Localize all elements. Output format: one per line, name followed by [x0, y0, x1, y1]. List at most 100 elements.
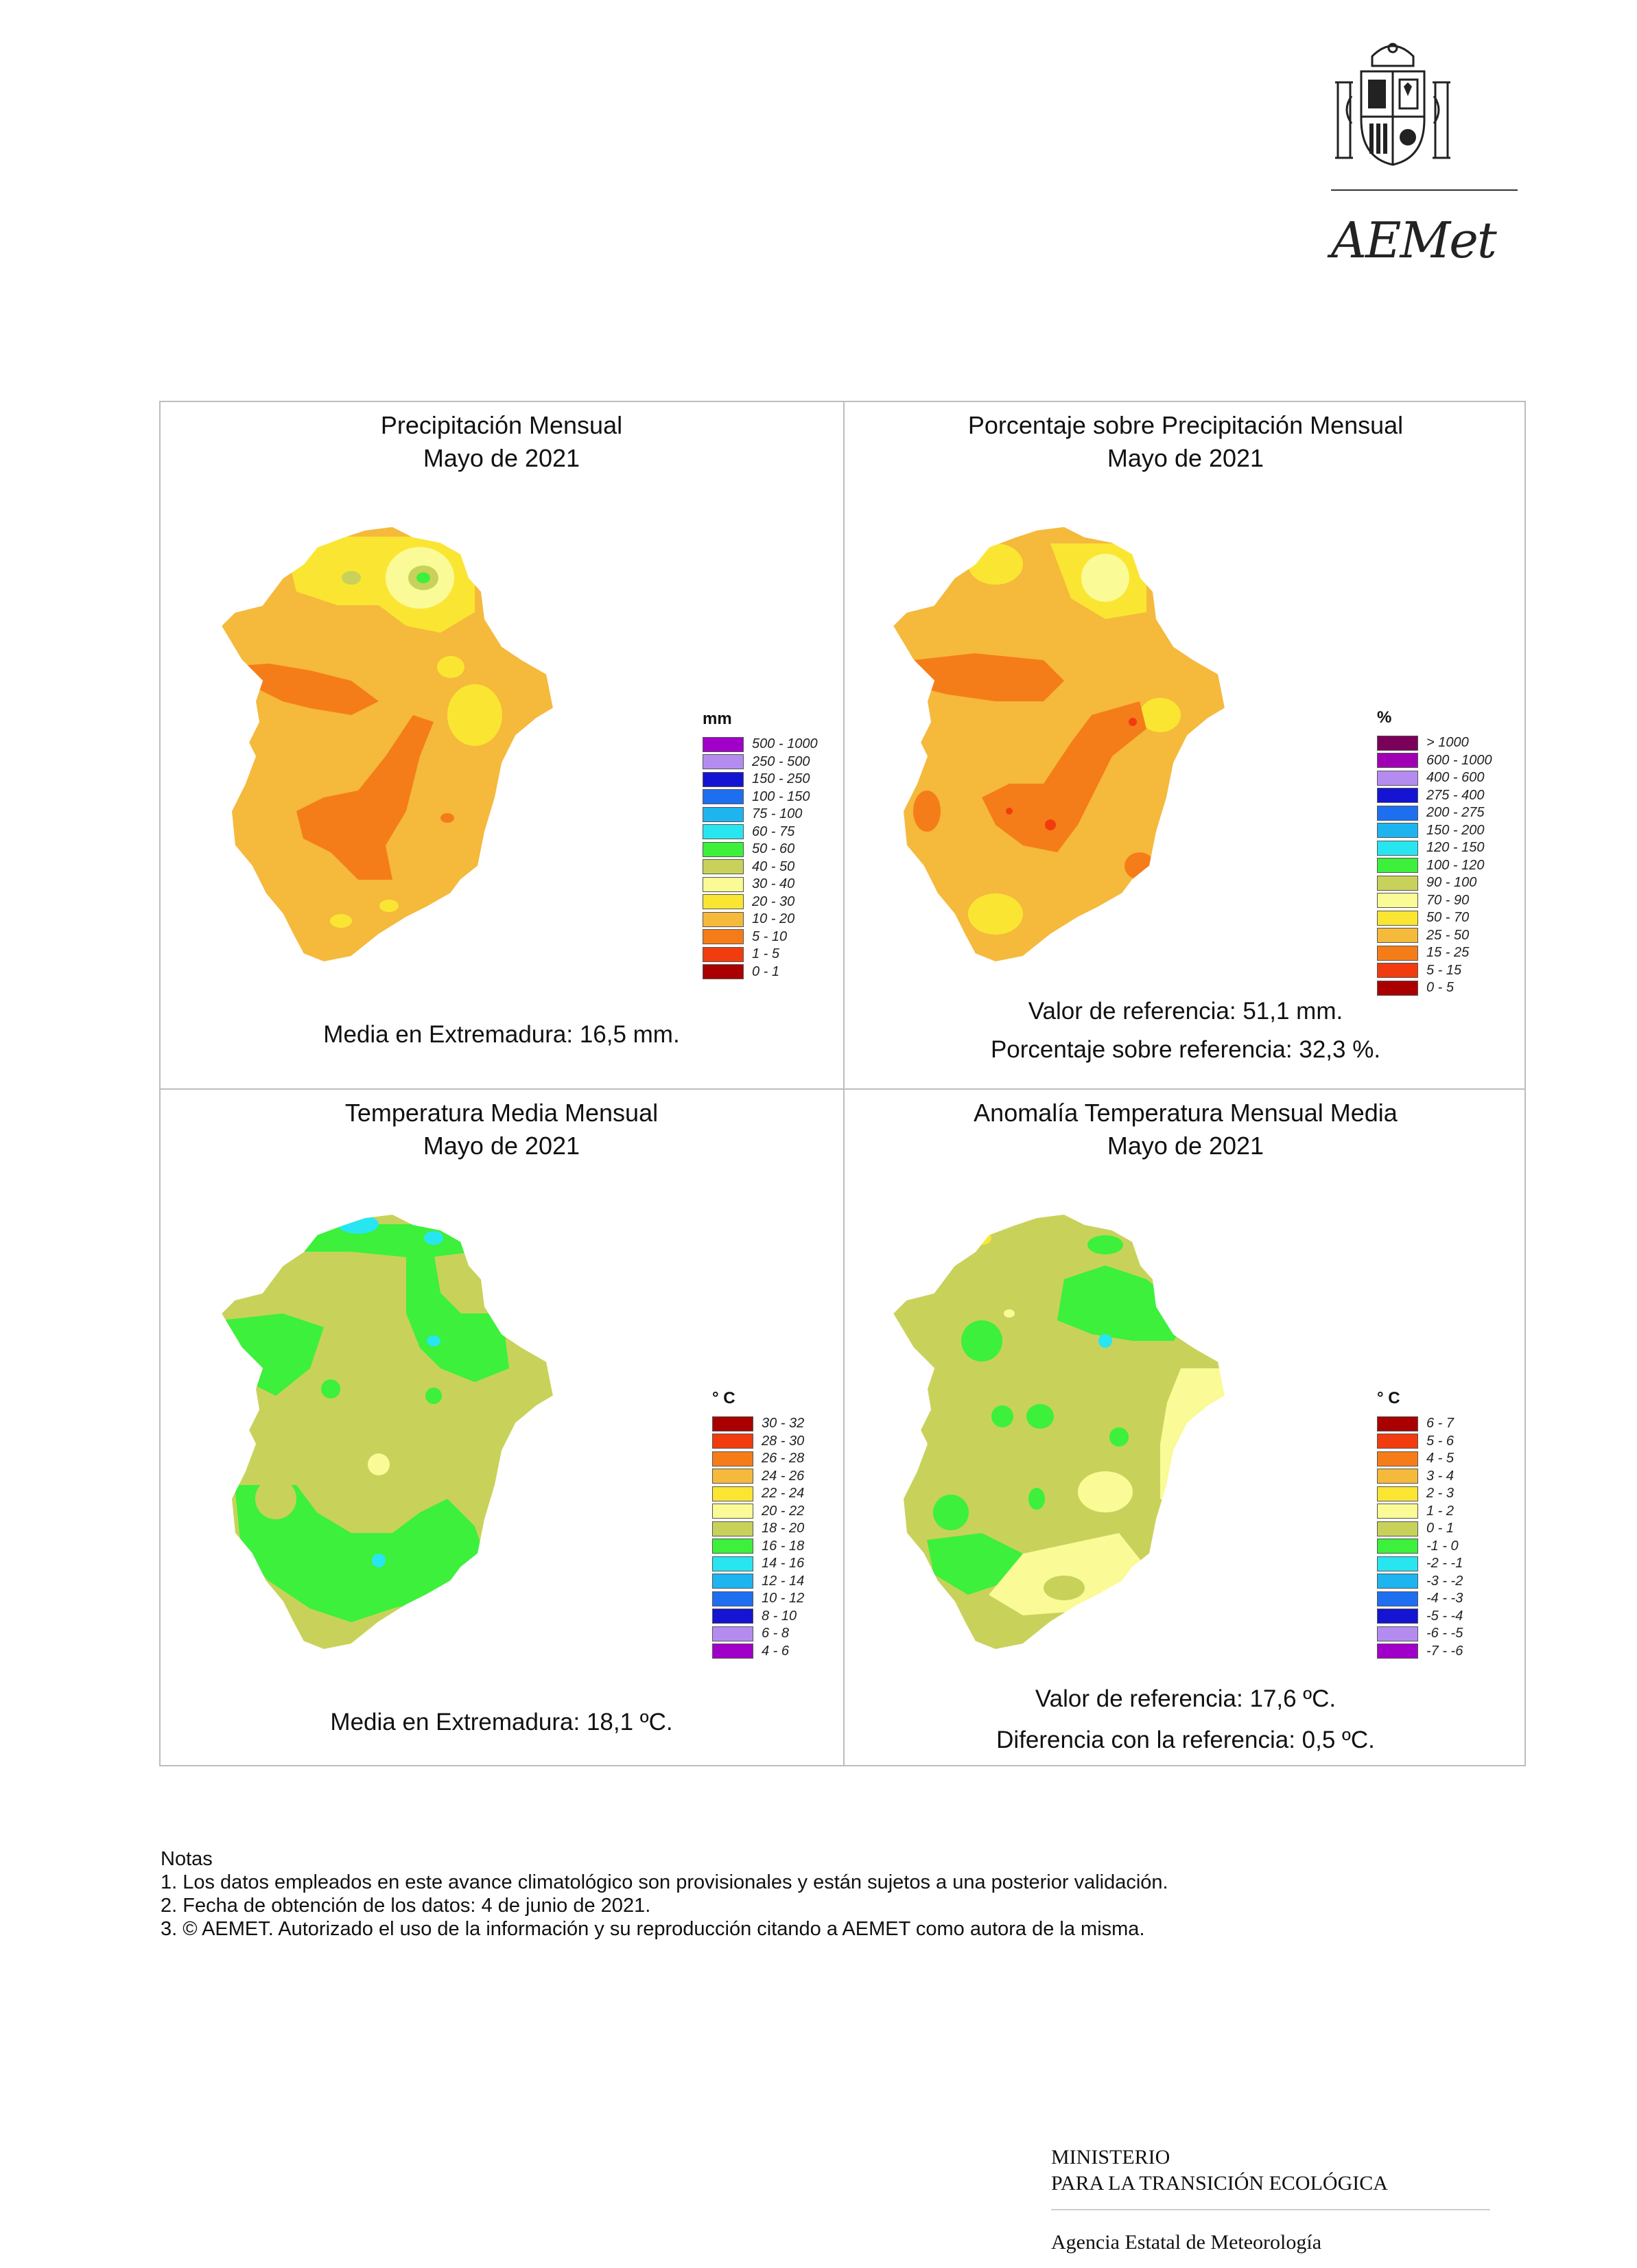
panel-title: Precipitación Mensual Mayo de 2021 [161, 409, 843, 475]
legend-label: -3 - -2 [1426, 1573, 1463, 1589]
precipitation-percentage-map [891, 525, 1227, 963]
legend-label: 26 - 28 [762, 1451, 805, 1466]
legend-label: 30 - 40 [752, 876, 795, 892]
logo-divider [1331, 189, 1518, 191]
panel-title-date: Mayo de 2021 [1107, 444, 1264, 472]
legend-item: 28 - 30 [712, 1433, 804, 1451]
panel-note-reference: Valor de referencia: 51,1 mm. [1028, 998, 1343, 1025]
legend-item: 24 - 26 [712, 1468, 804, 1486]
legend-label: 4 - 6 [762, 1643, 790, 1659]
ministry-footer: MINISTERIO PARA LA TRANSICIÓN ECOLÓGICA … [1051, 2144, 1490, 2256]
legend-item: 8 - 10 [712, 1608, 804, 1626]
legend-swatch [712, 1626, 753, 1641]
legend-item: 14 - 16 [712, 1555, 804, 1573]
legend-item: 0 - 5 [1377, 979, 1492, 997]
legend-swatch [1377, 823, 1418, 839]
legend-label: 100 - 120 [1426, 857, 1485, 873]
aemet-logo-text: AEMet [1331, 211, 1497, 269]
panel-title: Temperatura Media Mensual Mayo de 2021 [161, 1097, 843, 1162]
panel-precipitation-percentage: Porcentaje sobre Precipitación Mensual M… [845, 402, 1527, 1087]
legend-swatch [1377, 928, 1418, 944]
legend-unit: ° C [1377, 1389, 1400, 1407]
legend-label: 14 - 16 [762, 1556, 805, 1571]
legend-swatch [712, 1556, 753, 1571]
legend-label: 150 - 200 [1426, 822, 1485, 838]
legend-label: 1 - 2 [1426, 1503, 1455, 1519]
legend-item: -5 - -4 [1377, 1608, 1463, 1626]
legend-swatch [703, 911, 744, 927]
legend-label: -6 - -5 [1426, 1626, 1463, 1641]
legend-swatch [1377, 875, 1418, 891]
panel-note: Media en Extremadura: 18,1 ºC. [330, 1709, 673, 1735]
legend-label: 20 - 22 [762, 1503, 805, 1519]
legend-label: 5 - 10 [752, 928, 788, 944]
legend-item: 70 - 90 [1377, 892, 1492, 910]
legend-item: 0 - 1 [1377, 1520, 1463, 1538]
legend-item: 22 - 24 [712, 1485, 804, 1503]
legend-item: 600 - 1000 [1377, 752, 1492, 770]
legend-label: 3 - 4 [1426, 1468, 1455, 1484]
legend-item: 20 - 22 [712, 1503, 804, 1521]
legend-label: 70 - 90 [1426, 892, 1470, 908]
legend-item: 100 - 150 [703, 788, 818, 806]
legend-label: 15 - 25 [1426, 945, 1470, 961]
legend-label: 50 - 70 [1426, 910, 1470, 926]
legend-item: 10 - 20 [703, 911, 818, 928]
legend-label: -4 - -3 [1426, 1591, 1463, 1606]
legend-swatch [1377, 1539, 1418, 1554]
legend-item: 30 - 32 [712, 1415, 804, 1433]
panel-mean-temperature: Temperatura Media Mensual Mayo de 2021 [161, 1090, 843, 1775]
legend-item: 6 - 8 [712, 1625, 804, 1643]
legend-swatch [1377, 1469, 1418, 1484]
legend-swatch [1377, 945, 1418, 961]
legend-swatch [1377, 1591, 1418, 1606]
notes-section: Notas 1. Los datos empleados en este ava… [161, 1847, 1168, 1941]
legend-swatch [703, 946, 744, 962]
legend-label: 5 - 15 [1426, 962, 1462, 978]
legend-item: 15 - 25 [1377, 944, 1492, 962]
legend-item: 18 - 20 [712, 1520, 804, 1538]
legend-swatch [712, 1486, 753, 1501]
legend-item: 275 - 400 [1377, 787, 1492, 805]
panel-note-percentage: Porcentaje sobre referencia: 32,3 %. [990, 1036, 1381, 1063]
panel-title-date: Mayo de 2021 [423, 444, 580, 472]
legend-item: 30 - 40 [703, 876, 818, 893]
legend-label: 200 - 275 [1426, 805, 1485, 821]
legend-label: 4 - 5 [1426, 1451, 1455, 1466]
legend-label: 50 - 60 [752, 841, 795, 857]
agency-name: Agencia Estatal de Meteorología [1051, 2231, 1322, 2254]
coat-of-arms-of-spain-icon [1335, 43, 1450, 166]
legend-item: 4 - 6 [712, 1643, 804, 1661]
panel-note-difference: Diferencia con la referencia: 0,5 ºC. [996, 1727, 1375, 1753]
legend-label: 18 - 20 [762, 1521, 805, 1536]
legend-swatch [703, 806, 744, 822]
legend-item: 2 - 3 [1377, 1485, 1463, 1503]
legend-swatch [703, 789, 744, 805]
legend-label: 8 - 10 [762, 1608, 797, 1624]
panel-title: Porcentaje sobre Precipitación Mensual M… [845, 409, 1527, 475]
note-item-1: 1. Los datos empleados en este avance cl… [161, 1871, 1168, 1893]
legend-item: 500 - 1000 [703, 736, 818, 753]
legend-item: > 1000 [1377, 734, 1492, 752]
legend-swatch [1377, 1574, 1418, 1589]
legend-swatch [1377, 1486, 1418, 1501]
legend-swatch [712, 1416, 753, 1431]
legend-item: 150 - 250 [703, 771, 818, 788]
legend-swatch [1377, 788, 1418, 804]
legend-swatch [703, 859, 744, 875]
legend-label: 60 - 75 [752, 823, 795, 839]
legend-item: -7 - -6 [1377, 1643, 1463, 1661]
legend-item: 0 - 1 [703, 963, 818, 981]
panel-title-main: Precipitación Mensual [380, 411, 623, 439]
legend-item: 16 - 18 [712, 1538, 804, 1556]
legend-label: 40 - 50 [752, 858, 795, 874]
legend-label: 0 - 1 [752, 963, 780, 979]
legend-item: 150 - 200 [1377, 822, 1492, 840]
mean-temperature-legend: ° C 30 - 32 28 - 30 26 - 28 24 - 26 22 - 24 2… [712, 1389, 804, 1660]
legend-swatch [1377, 770, 1418, 786]
panel-note: Media en Extremadura: 16,5 mm. [323, 1021, 680, 1048]
legend-label: 28 - 30 [762, 1433, 805, 1449]
legend-swatch [1377, 1521, 1418, 1536]
grid-divider-horizontal [161, 1088, 1524, 1090]
legend-item: 20 - 30 [703, 893, 818, 911]
